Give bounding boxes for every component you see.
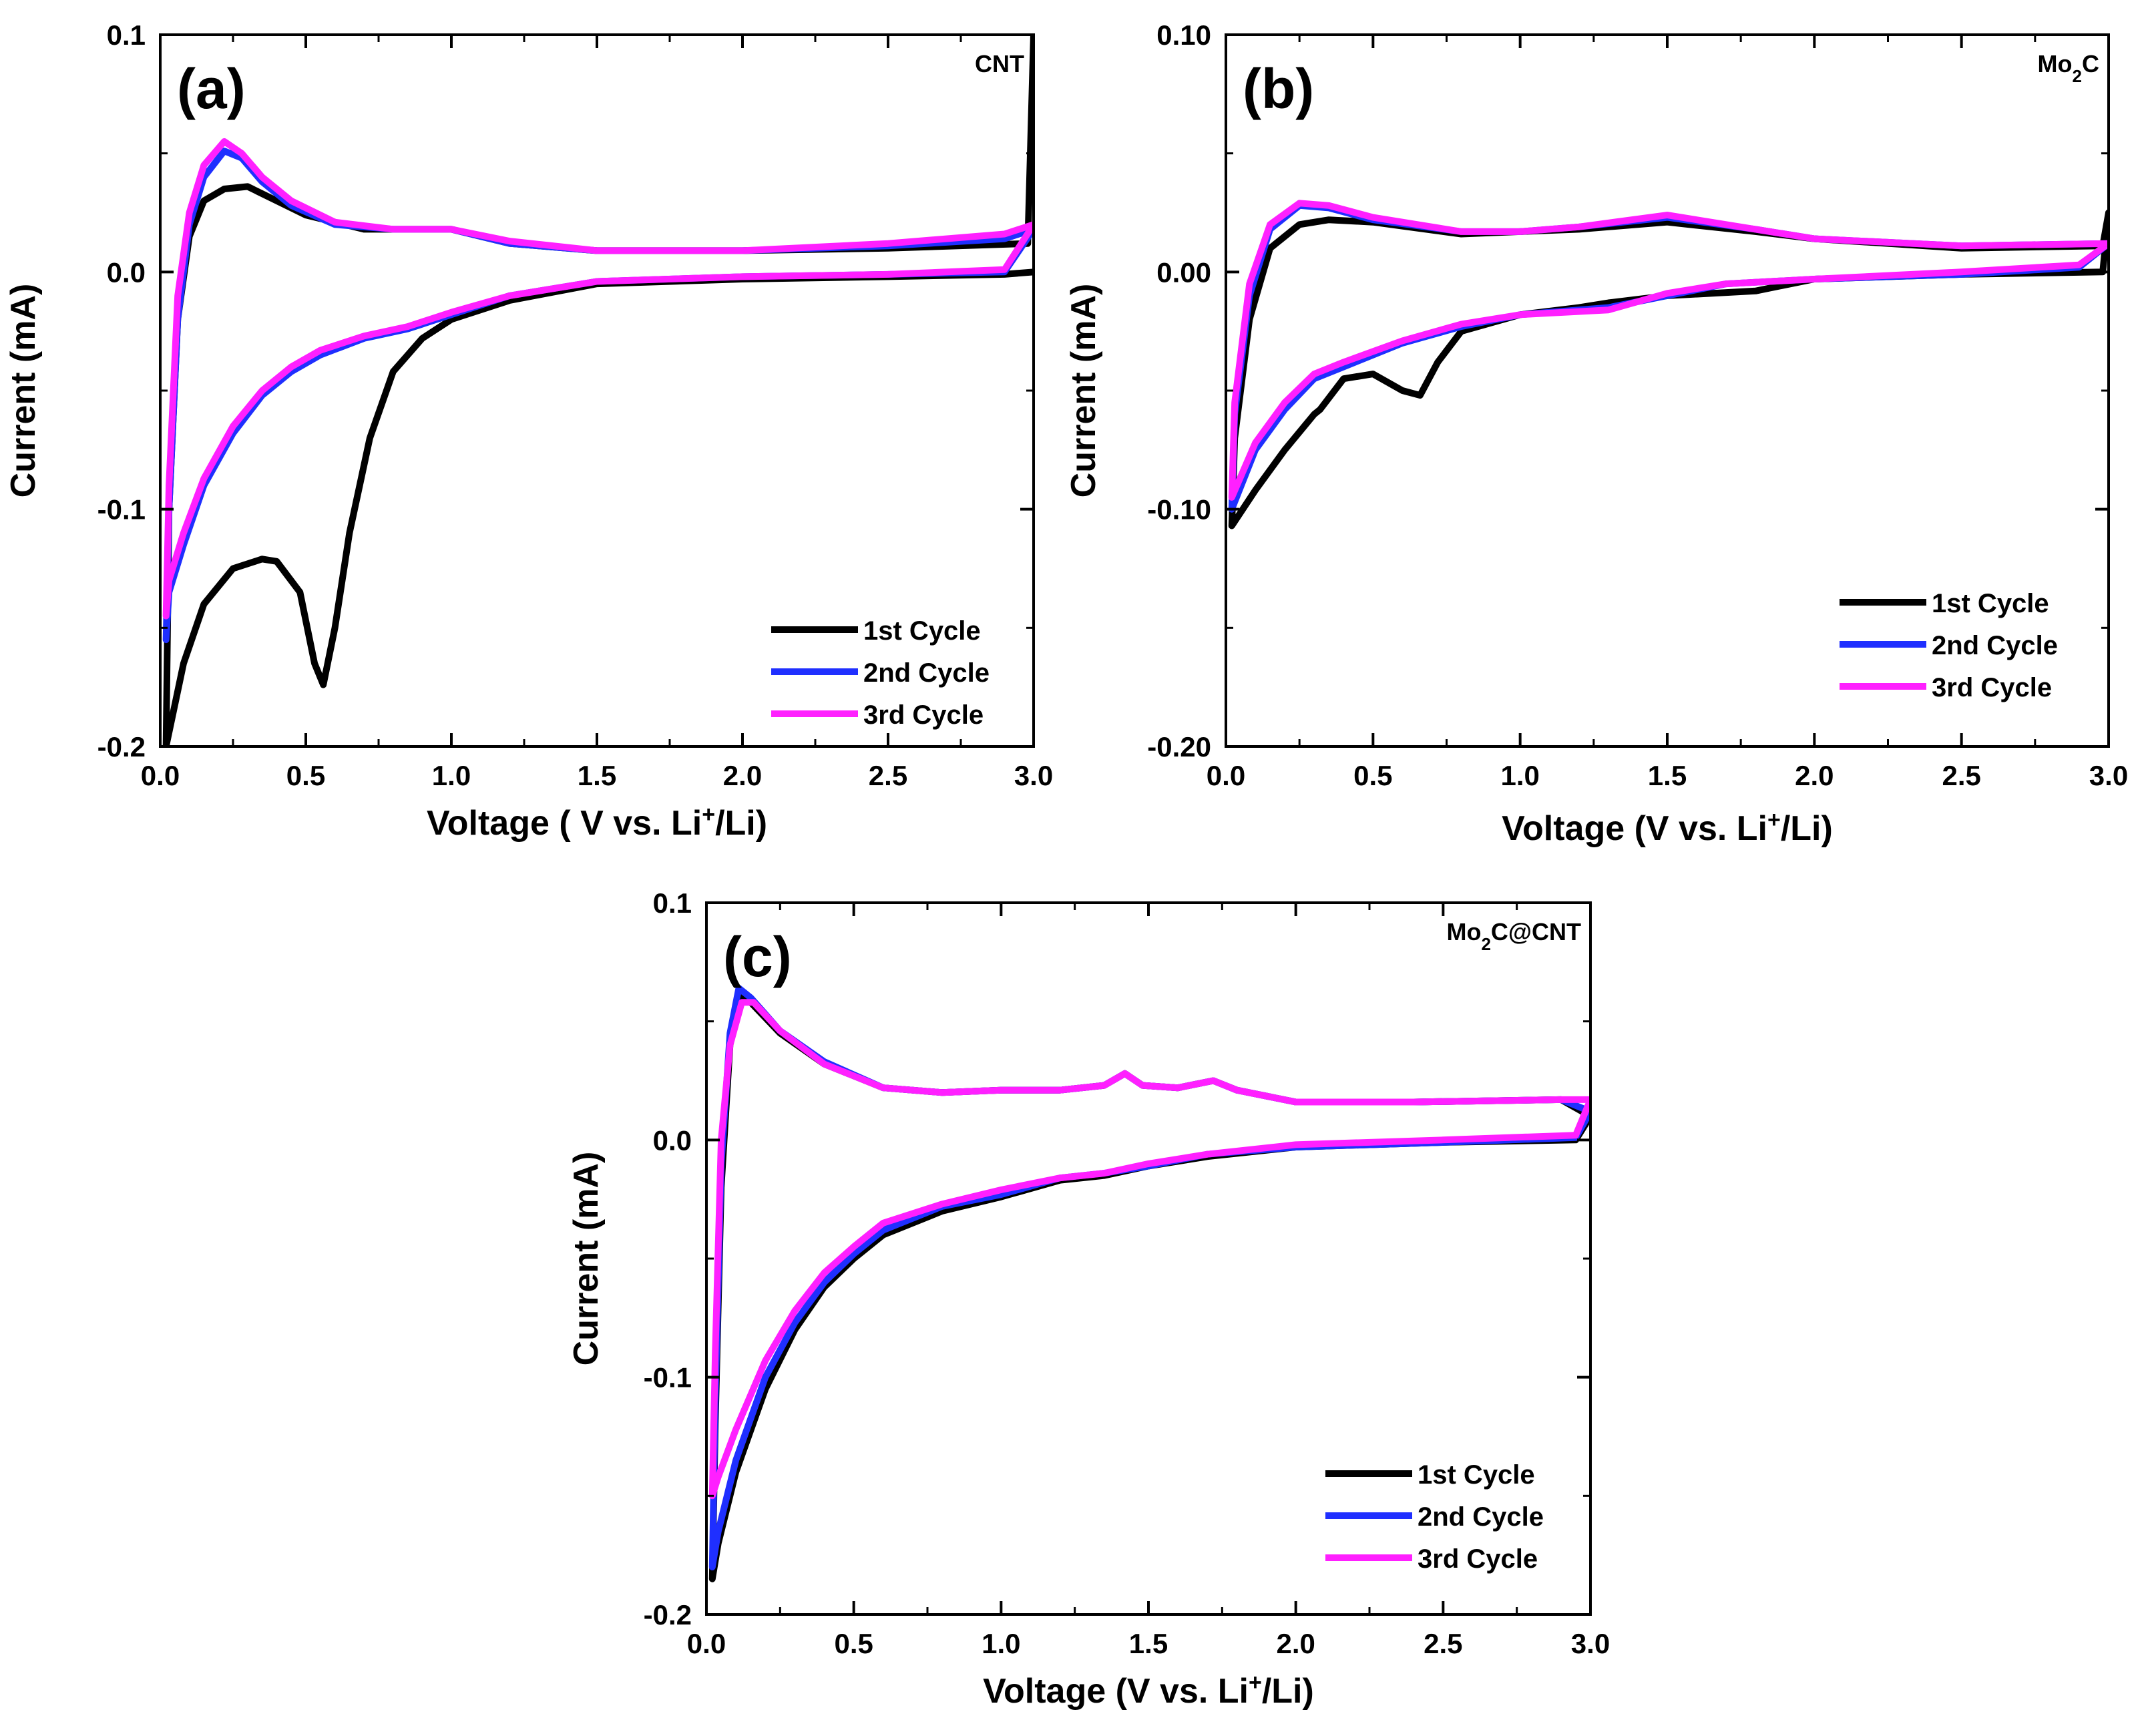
sample-label: Mo2C@CNT: [1446, 918, 1581, 954]
y-tick-label: -0.2: [97, 731, 146, 763]
series-line-3-3rd-cycle: [162, 138, 1034, 620]
legend-label: 3rd Cycle: [1418, 1544, 1538, 1574]
y-tick-label: 0.0: [653, 1124, 692, 1156]
x-tick-label: 0.0: [687, 1628, 726, 1659]
x-tick-label: 2.0: [1795, 760, 1834, 791]
x-tick-label: 2.5: [869, 760, 907, 791]
x-tick-label: 0.0: [141, 760, 180, 791]
y-tick-label: -0.1: [97, 494, 146, 525]
x-tick-label: 1.5: [1129, 1628, 1168, 1659]
sample-label: Mo2C: [2038, 50, 2099, 86]
legend-label: 1st Cycle: [1418, 1460, 1535, 1490]
x-tick-label: 3.0: [1014, 760, 1053, 791]
legend-label: 2nd Cycle: [1932, 631, 2058, 660]
x-tick-label: 1.0: [982, 1628, 1020, 1659]
legend-label: 1st Cycle: [863, 616, 981, 646]
legend-label: 3rd Cycle: [1932, 673, 2052, 702]
plot-curves: [708, 984, 1590, 1582]
y-axis-label: Current (mA): [4, 284, 43, 498]
chart-panel-a: 0.0 0.5 1.0 1.5 2.0 2.5 3.0 -0.2 -0.1 0.0 0.1 Volta…: [4, 19, 1053, 843]
x-tick-label: 2.0: [1276, 1628, 1315, 1659]
x-tick-label: 0.5: [1353, 760, 1392, 791]
series-line-3-3rd-cycle: [708, 999, 1590, 1500]
x-tick-label: 1.5: [1648, 760, 1687, 791]
chart-panel-c: 0.0 0.5 1.0 1.5 2.0 2.5 3.0 -0.2 -0.1 0.0 0.1 Volta…: [567, 887, 1610, 1711]
legend-label: 2nd Cycle: [863, 658, 990, 688]
y-tick-label: -0.10: [1147, 494, 1211, 525]
panel-label: (b): [1243, 57, 1314, 120]
y-axis-label: Current (mA): [567, 1152, 606, 1366]
x-tick-label: 1.0: [1500, 760, 1539, 791]
x-tick-label: 1.0: [432, 760, 471, 791]
legend: 1st Cycle 2nd Cycle 3rd Cycle: [1325, 1460, 1544, 1574]
y-axis-label: Current (mA): [1064, 284, 1103, 498]
legend: 1st Cycle 2nd Cycle 3rd Cycle: [771, 616, 990, 730]
legend: 1st Cycle 2nd Cycle 3rd Cycle: [1840, 589, 2058, 702]
series-line-3-3rd-cycle: [1228, 200, 2109, 501]
x-tick-label: 3.0: [1571, 1628, 1610, 1659]
x-axis-label: Voltage (V vs. Li+/Li): [1502, 807, 1833, 848]
x-axis-label: Voltage ( V vs. Li+/Li): [427, 802, 767, 843]
y-tick-label: 0.1: [107, 19, 146, 51]
x-tick-label: 0.5: [286, 760, 325, 791]
panel-label: (c): [723, 925, 792, 988]
y-tick-label: 0.10: [1156, 19, 1211, 51]
x-tick-label: 2.0: [723, 760, 762, 791]
y-tick-label: -0.2: [644, 1599, 692, 1631]
x-tick-label: 0.5: [834, 1628, 873, 1659]
x-tick-label: 2.5: [1424, 1628, 1462, 1659]
sample-label: CNT: [975, 50, 1024, 77]
legend-label: 3rd Cycle: [863, 700, 984, 730]
legend-label: 2nd Cycle: [1418, 1502, 1544, 1532]
y-tick-label: 0.0: [107, 256, 146, 288]
legend-label: 1st Cycle: [1932, 589, 2049, 618]
chart-panel-b: 0.0 0.5 1.0 1.5 2.0 2.5 3.0 -0.20 -0.10 0.00 0.10 V…: [1064, 19, 2128, 848]
y-tick-label: 0.00: [1156, 256, 1211, 288]
x-tick-label: 3.0: [2089, 760, 2128, 791]
x-tick-label: 1.5: [578, 760, 616, 791]
panel-label: (a): [177, 57, 246, 120]
x-axis-label: Voltage (V vs. Li+/Li): [983, 1670, 1314, 1711]
y-tick-label: -0.1: [644, 1362, 692, 1393]
y-tick-label: 0.1: [653, 887, 692, 919]
x-tick-label: 0.0: [1207, 760, 1245, 791]
plot-curves: [162, 35, 1034, 746]
x-tick-label: 2.5: [1942, 760, 1980, 791]
y-tick-label: -0.20: [1147, 731, 1211, 763]
